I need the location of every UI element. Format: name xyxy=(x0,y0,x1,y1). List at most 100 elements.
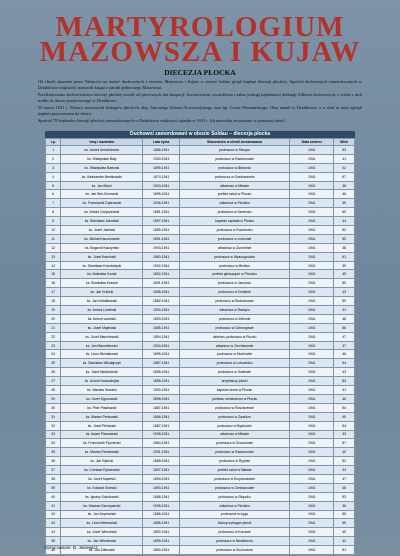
cell: 1908-1941 xyxy=(142,429,180,440)
cell: proboszcz w Lubowidzu xyxy=(178,358,291,369)
cell: ks. Józef Majewski xyxy=(60,322,144,333)
cell: proboszcz w Bodzanowie xyxy=(178,296,291,307)
cell: 21 xyxy=(44,322,62,333)
cell: 12 xyxy=(44,242,62,253)
cell: 1892-1941 xyxy=(142,269,180,280)
cell: 1884-1941 xyxy=(142,438,180,449)
cell: proboszcz w Radzanowie xyxy=(178,447,291,458)
cell: 1941 xyxy=(289,491,335,502)
cell: 1899-1941 xyxy=(142,162,180,173)
cell: 31 xyxy=(44,411,62,422)
cell: 40 xyxy=(44,491,62,502)
cell: ks. Michał Kaczorowski xyxy=(60,233,144,244)
table-row: 1 ks. Antoni Aniszkiewicz 1888-1941 probosz… xyxy=(44,145,355,155)
cell: 1941 xyxy=(289,287,335,298)
cell: ks. Marian Rembowski xyxy=(60,447,144,458)
column-header: Stanowisko w chwili aresztowania xyxy=(178,138,291,146)
cell: proboszcz w Łęgu xyxy=(178,509,291,520)
cell: 1901-1941 xyxy=(142,447,180,458)
table-row: 38 ks. Józef Sapiński 1894-1941 proboszcz w… xyxy=(44,473,355,484)
table-row: 23 ks. Jan Mazurkiewicz 1904-1941 wikariusz… xyxy=(44,340,355,351)
cell: 15 xyxy=(44,269,62,280)
table-row: 22 ks. Józef Marchlewski 1894-1941 dziekan,… xyxy=(44,331,355,342)
table-row: 15 ks. Bolesław Kozak 1892-1941 prefekt gim… xyxy=(44,269,355,280)
cell: 1941 xyxy=(289,207,335,218)
cell: 53 xyxy=(333,491,355,502)
cell: 1891-1941 xyxy=(142,233,180,244)
table-row: 16 ks. Bronisław Krause 1891-1941 proboszcz… xyxy=(44,278,355,289)
cell: 1941 xyxy=(289,402,335,413)
cell: 52 xyxy=(333,225,355,235)
cell: ks. Franciszek Pęcherski xyxy=(60,438,144,449)
cell: 45 xyxy=(333,411,355,422)
cell: 1 xyxy=(44,145,62,155)
cell: 46 xyxy=(333,349,355,360)
cell: 36 xyxy=(333,500,355,511)
cell: 1941 xyxy=(289,376,335,387)
cell: 32 xyxy=(44,420,62,431)
cell: 1941 xyxy=(289,340,335,351)
cell: prefekt gimnazjum w Płońsku xyxy=(178,269,291,280)
cell: ks. Józef Sapiński xyxy=(60,473,144,484)
cell: 1941 xyxy=(289,447,335,458)
cell: wikariusz w Raciążu xyxy=(178,305,291,315)
cell: 1941 xyxy=(289,465,335,475)
cell: 40 xyxy=(333,447,355,458)
cell: 1888-1941 xyxy=(142,145,180,155)
cell: proboszcz w Lutocinie xyxy=(178,233,291,244)
cell: 1941 xyxy=(289,536,335,547)
cell: 39 xyxy=(333,260,355,271)
table-title: Duchowni zamordowani w obozie Soldau – d… xyxy=(45,131,355,138)
cell: ks. Franciszek Dąbrowski xyxy=(60,198,144,209)
cell: 55 xyxy=(333,509,355,520)
cell: 61 xyxy=(333,251,355,262)
cell: 1880-1941 xyxy=(142,251,180,262)
table-row: 40 ks. Ignacy Sokołowski 1888-1941 proboszc… xyxy=(44,491,355,502)
cell: 1887-1941 xyxy=(142,358,180,369)
cell: 1941 xyxy=(289,358,335,369)
cell: 1858-1941 xyxy=(142,376,180,387)
cell: ks. Antoni Aniszkiewicz xyxy=(60,145,144,155)
cell: proboszcz w Gralewie xyxy=(178,367,291,378)
cell: 1941 xyxy=(289,456,335,467)
table-row: 2 ks. Władysław Bały 1900-1941 proboszcz w … xyxy=(44,153,355,164)
cell: ks. Czesław Rydzewski xyxy=(60,465,144,475)
cell: ks. Antoni Nowowiejski xyxy=(60,376,144,387)
table-row: 18 ks. Jan Kwiatkowski 1882-1941 proboszcz … xyxy=(44,296,355,307)
cell: 41 xyxy=(333,153,355,164)
cell: 22 xyxy=(44,331,62,342)
cell: wikariusz w Płońsku xyxy=(178,198,291,209)
column-header: Lata życia xyxy=(142,138,180,146)
table-row: 45 ks. Jan Wiśniewski 1899-1941 proboszcz w… xyxy=(44,536,355,547)
cell: ks. Marian Perkowski xyxy=(60,411,144,422)
cell: 42 xyxy=(333,162,355,173)
cell: 52 xyxy=(333,456,355,467)
cell: 49 xyxy=(333,527,355,538)
table-row: 8 ks. Antoni Goryszewski 1881-1941 proboszc… xyxy=(44,207,355,218)
cell: 35 xyxy=(333,198,355,209)
cell: 1892-1941 xyxy=(142,527,180,538)
cell: ks. Wacław Nowicki xyxy=(60,385,144,395)
table-row: 28 ks. Wacław Nowicki 1900-1941 kapelan sió… xyxy=(44,385,355,395)
cell: 16 xyxy=(44,278,62,289)
cell: 1895-1941 xyxy=(142,189,180,200)
cell: proboszcz w Szczutowie xyxy=(178,438,291,449)
cell: proboszcz w Zawidzu xyxy=(178,411,291,422)
column-header: Lp. xyxy=(44,138,62,146)
cell: proboszcz w Gradzanowie xyxy=(178,171,291,182)
cell: 1897-1941 xyxy=(142,465,180,475)
cell: ks. Władysław Bały xyxy=(60,153,144,164)
cell: 1941 xyxy=(289,393,335,404)
cell: 1895-1941 xyxy=(142,393,180,404)
cell: proboszcz w Bieżuniu xyxy=(178,162,291,173)
cell: proboszcz w Sierpcu xyxy=(178,145,291,155)
table-row: 5 ks. Jan Bloch 1903-1941 wikariusz w Mławi… xyxy=(44,180,355,191)
cell: 1941 xyxy=(289,518,335,529)
title: MARTYROLOGIUM xyxy=(55,11,345,43)
cell: ks. Bogumił Kaczyński xyxy=(60,242,144,253)
column-header: Data śmierci xyxy=(289,138,335,146)
cell: proboszcz w Sochocinie xyxy=(178,545,291,555)
cell: 1900-1941 xyxy=(142,385,180,395)
cell: 27 xyxy=(44,376,62,387)
cell: ks. Jan Bloch xyxy=(60,180,144,191)
